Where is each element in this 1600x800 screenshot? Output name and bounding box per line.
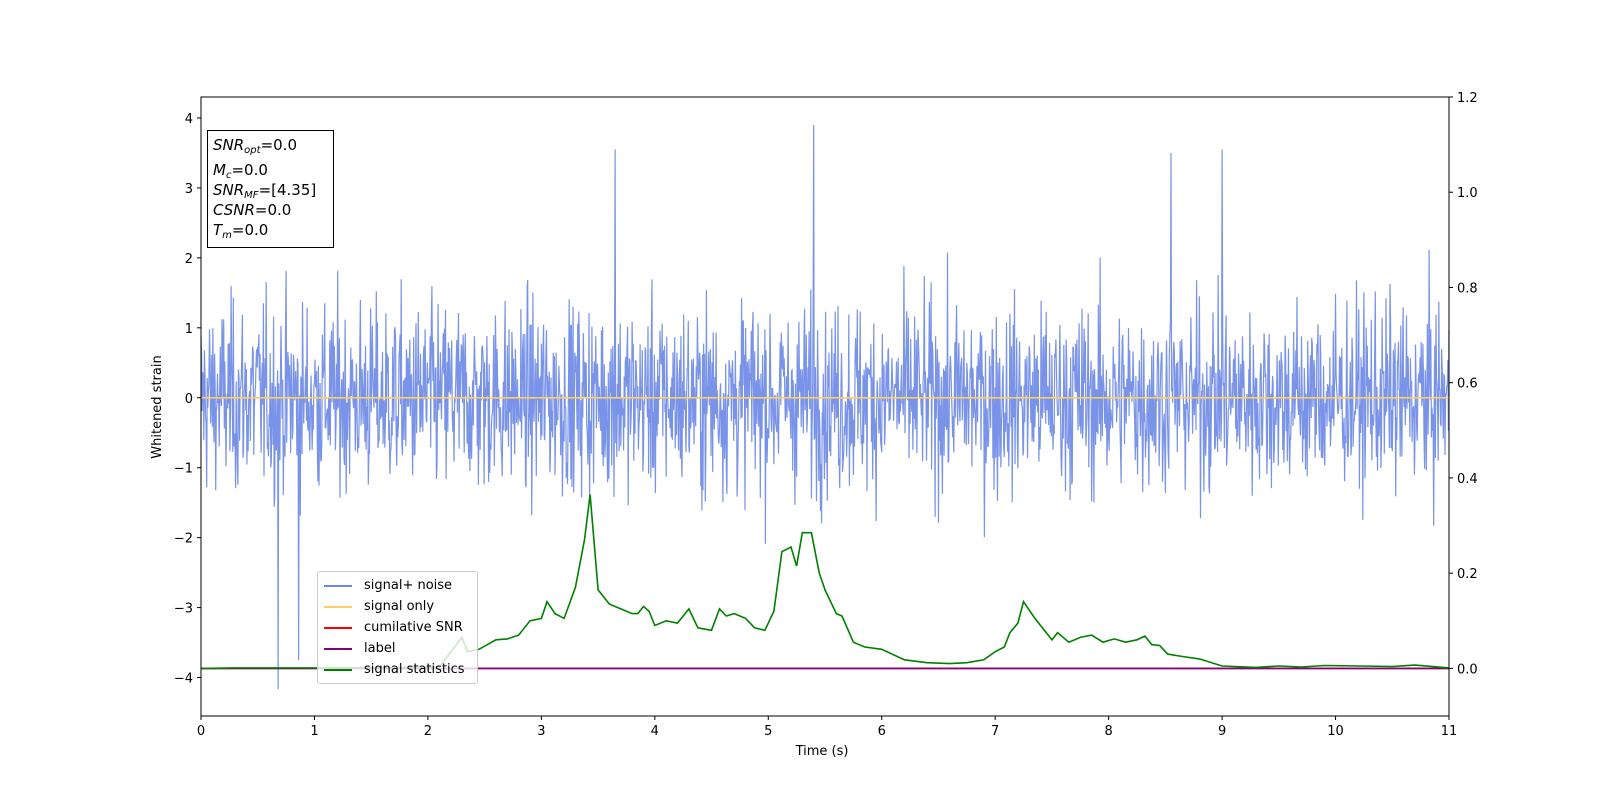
- y-right-tick-label: 0.4: [1457, 472, 1478, 487]
- plot-frame: [200, 96, 1450, 717]
- y-tick-label: 1: [185, 322, 193, 337]
- axes: 0 1 2 3 4 5 6 7 8 9 10 11 −4 −3 −2 −1 0 1 2 3 4 0.0 0.2 0.4 0.6 0…: [174, 91, 1478, 739]
- y-tick-label: 4: [185, 112, 193, 127]
- legend-swatch: [324, 668, 352, 671]
- x-tick-label: 8: [1104, 724, 1112, 739]
- metrics-textbox: SNRopt=0.0 Mc=0.0 SNRMF=[4.35] CSNR=0.0 …: [207, 130, 334, 248]
- y-right-tick-label: 1.2: [1457, 91, 1478, 106]
- snr-opt-row: SNRopt=0.0: [213, 136, 297, 156]
- legend: signal+ noise signal only cumilative SNR…: [317, 571, 478, 684]
- legend-entry: signal statistics: [324, 659, 477, 680]
- y-tick-label: −4: [174, 672, 193, 687]
- x-axis-label: Time (s): [795, 744, 849, 759]
- y-axis-label: Whitened strain: [150, 355, 165, 458]
- x-tick-label: 7: [991, 724, 999, 739]
- x-tick-label: 0: [197, 724, 205, 739]
- legend-swatch: [324, 647, 352, 650]
- tm-row: Tm=0.0: [213, 221, 269, 241]
- y-right-tick-label: 0.8: [1457, 281, 1478, 296]
- csnr-row: CSNR=0.0: [213, 201, 292, 219]
- mc-row: Mc=0.0: [213, 161, 268, 181]
- signal-plus-noise-series: [200, 124, 1450, 690]
- y-right-tick-label: 0.0: [1457, 662, 1478, 677]
- y-tick-label: −1: [174, 462, 193, 477]
- x-tick-label: 6: [878, 724, 886, 739]
- y-right-tick-label: 1.0: [1457, 186, 1478, 201]
- signal-plus-noise-line: [200, 124, 1450, 690]
- y-tick-label: −2: [174, 532, 193, 547]
- x-tick-label: 10: [1327, 724, 1344, 739]
- legend-entry: label: [324, 638, 477, 659]
- y-tick-label: −3: [174, 602, 193, 617]
- y-tick-label: 0: [185, 392, 193, 407]
- legend-entry: cumilative SNR: [324, 617, 477, 638]
- x-tick-label: 1: [310, 724, 318, 739]
- x-tick-label: 5: [764, 724, 772, 739]
- x-tick-label: 3: [537, 724, 545, 739]
- legend-entry: signal only: [324, 596, 477, 617]
- y-tick-label: 2: [185, 252, 193, 267]
- y-tick-label: 3: [185, 182, 193, 197]
- signal-statistics-line: [200, 494, 1450, 670]
- legend-entry: signal+ noise: [324, 575, 477, 596]
- snr-mf-row: SNRMF=[4.35]: [213, 181, 317, 201]
- x-tick-label: 11: [1441, 724, 1458, 739]
- x-tick-label: 2: [424, 724, 432, 739]
- legend-swatch: [324, 626, 352, 629]
- y-right-tick-label: 0.6: [1457, 377, 1478, 392]
- x-tick-label: 9: [1218, 724, 1226, 739]
- legend-swatch: [324, 584, 352, 587]
- x-tick-label: 4: [651, 724, 659, 739]
- y-right-tick-label: 0.2: [1457, 567, 1478, 582]
- legend-swatch: [324, 605, 352, 608]
